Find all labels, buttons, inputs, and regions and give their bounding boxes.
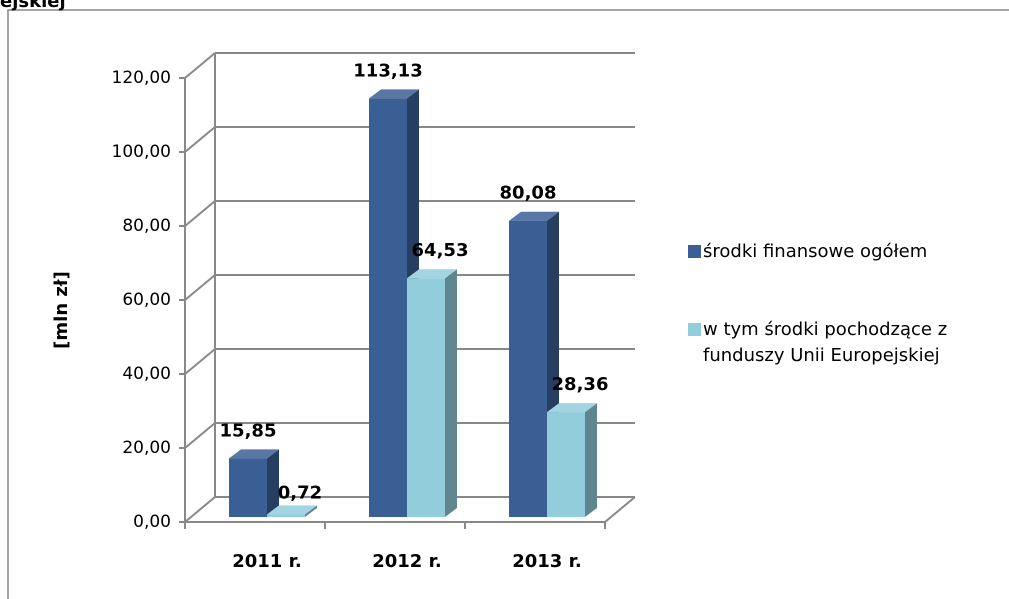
x-tick-label: 2013 r.	[512, 551, 582, 572]
data-label: 28,36	[552, 374, 609, 395]
data-label: 15,85	[220, 420, 277, 441]
bar-front	[509, 220, 547, 518]
y-tick-label: 120,00	[112, 68, 171, 88]
y-tick-label: 80,00	[122, 216, 171, 236]
bar-front	[547, 412, 585, 517]
bar-side	[267, 449, 279, 517]
data-label: 0,72	[278, 482, 322, 503]
data-label: 80,08	[500, 183, 557, 204]
x-tick-label: 2011 r.	[232, 551, 302, 572]
grid-line	[184, 422, 216, 449]
bar-side	[585, 403, 597, 517]
y-tick-label: 20,00	[122, 438, 171, 458]
data-label: 64,53	[412, 240, 469, 261]
bar-top	[547, 403, 597, 413]
bar-front	[267, 514, 305, 517]
legend-label: środki finansowe ogółem	[703, 241, 928, 262]
axis-line	[604, 496, 636, 523]
bar-top	[369, 89, 419, 99]
grid-line	[184, 126, 216, 153]
grid-line	[184, 274, 216, 301]
legend-swatch	[688, 245, 701, 258]
bar-top	[229, 449, 279, 459]
y-tick-label: 0,00	[133, 512, 171, 532]
legend-swatch	[688, 323, 701, 336]
legend-item: w tym środki pochodzące z funduszy Unii …	[703, 319, 948, 366]
frame	[7, 9, 1009, 599]
y-tick-label: 100,00	[112, 142, 171, 162]
legend-label: w tym środki pochodzące z funduszy Unii …	[703, 319, 948, 366]
bar-top	[509, 211, 559, 221]
grid-line	[184, 348, 216, 375]
chart-title: ejskiej	[0, 0, 66, 12]
bar	[229, 449, 279, 517]
bar	[509, 211, 559, 518]
grid-line	[184, 496, 216, 523]
data-label: 113,13	[353, 60, 422, 81]
bar-front	[369, 98, 407, 517]
grid-line	[184, 200, 216, 227]
y-axis-label: [mln zł]	[51, 271, 72, 349]
y-tick-label: 40,00	[122, 364, 171, 384]
legend-item: środki finansowe ogółem	[703, 241, 928, 262]
bar-front	[229, 458, 267, 517]
bar	[407, 269, 457, 517]
bar	[267, 505, 317, 517]
bar-side	[445, 269, 457, 517]
x-tick-label: 2012 r.	[372, 551, 442, 572]
bar-side	[305, 505, 317, 517]
bar-top	[407, 269, 457, 279]
bar	[547, 403, 597, 517]
bar-top	[267, 505, 317, 515]
y-tick-label: 60,00	[122, 290, 171, 310]
bar-front	[407, 278, 445, 517]
grid-line	[184, 52, 216, 79]
